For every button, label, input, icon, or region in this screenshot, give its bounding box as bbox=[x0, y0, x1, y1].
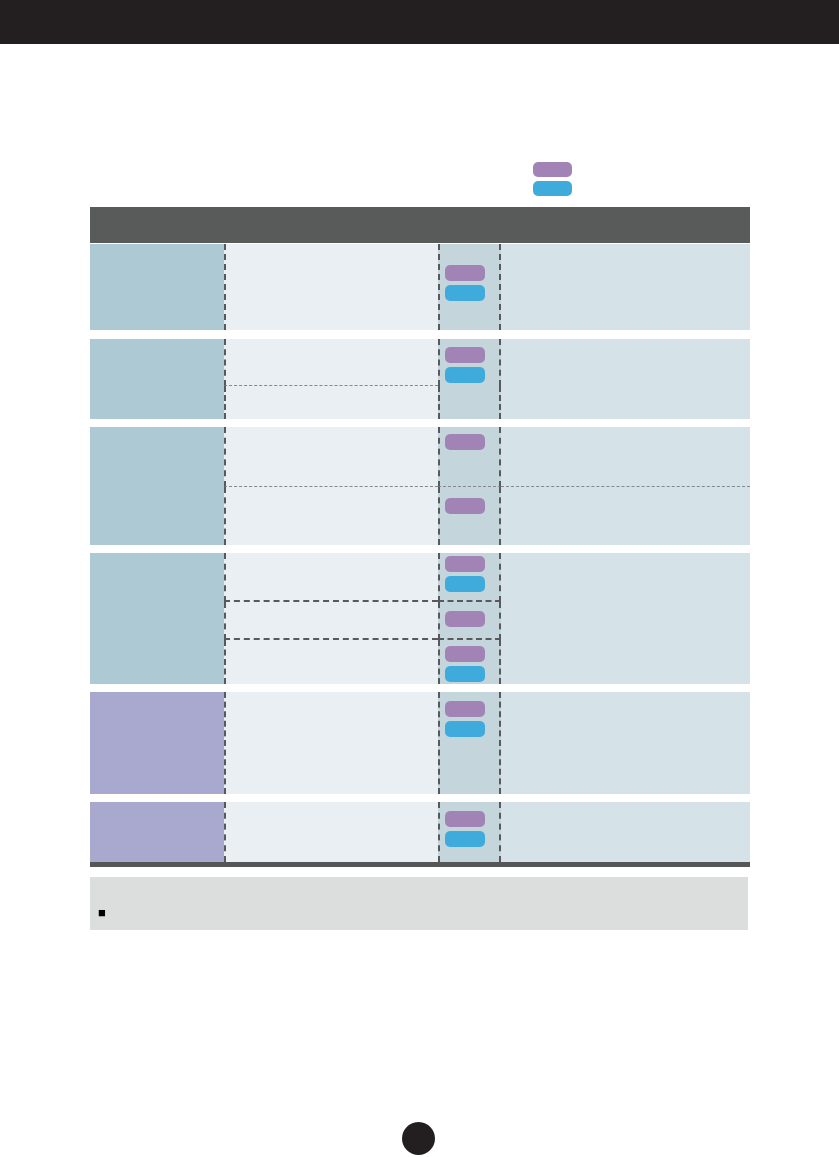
description-cell bbox=[501, 427, 750, 487]
menu-cell bbox=[224, 692, 438, 794]
row-section bbox=[224, 386, 750, 419]
menu-cell bbox=[224, 602, 438, 640]
table-header bbox=[90, 207, 750, 243]
pill-badge-purple-icon bbox=[445, 611, 485, 627]
legend bbox=[533, 162, 572, 196]
row-section bbox=[224, 427, 750, 487]
description-cell bbox=[501, 386, 750, 419]
row-section bbox=[224, 692, 750, 794]
row-section bbox=[224, 802, 750, 862]
badge-cell bbox=[438, 427, 501, 487]
row-sections bbox=[224, 802, 750, 862]
badge-cell bbox=[438, 553, 501, 602]
table-bottom-border bbox=[90, 862, 750, 867]
pill-badge-purple-icon bbox=[445, 646, 485, 662]
table-row bbox=[90, 244, 750, 330]
badge-cell bbox=[438, 487, 501, 545]
pill-badge-blue-icon bbox=[445, 831, 485, 847]
pill-badge-purple-icon bbox=[445, 811, 485, 827]
row-sections bbox=[224, 427, 750, 545]
menu-cell bbox=[224, 386, 438, 419]
row-section bbox=[224, 553, 750, 602]
description-cell bbox=[501, 553, 750, 602]
legend-pill-blue-icon bbox=[533, 181, 572, 196]
description-cell bbox=[501, 640, 750, 684]
row-section bbox=[224, 339, 750, 386]
menu-cell bbox=[224, 339, 438, 386]
menu-cell bbox=[224, 553, 438, 602]
description-cell bbox=[501, 802, 750, 862]
badge-cell bbox=[438, 386, 501, 419]
badge-cell bbox=[438, 692, 501, 794]
pill-badge-purple-icon bbox=[445, 265, 485, 281]
table-row bbox=[90, 692, 750, 794]
pill-badge-purple-icon bbox=[445, 498, 485, 514]
row-section bbox=[224, 640, 750, 684]
pill-badge-purple-icon bbox=[445, 701, 485, 717]
description-cell bbox=[501, 487, 750, 545]
note-box: ■ bbox=[90, 877, 748, 930]
category-cell bbox=[90, 553, 224, 684]
osd-table bbox=[90, 207, 750, 867]
table-row bbox=[90, 427, 750, 545]
menu-cell bbox=[224, 427, 438, 487]
pill-badge-blue-icon bbox=[445, 721, 485, 737]
row-sections bbox=[224, 553, 750, 684]
category-cell bbox=[90, 427, 224, 545]
pill-badge-purple-icon bbox=[445, 434, 485, 450]
menu-cell bbox=[224, 640, 438, 684]
pill-badge-blue-icon bbox=[445, 666, 485, 682]
row-sections bbox=[224, 244, 750, 330]
pill-badge-purple-icon bbox=[445, 347, 485, 363]
row-section bbox=[224, 244, 750, 330]
category-cell bbox=[90, 244, 224, 330]
table-row bbox=[90, 553, 750, 684]
badge-cell bbox=[438, 339, 501, 386]
row-section bbox=[224, 602, 750, 640]
badge-cell bbox=[438, 602, 501, 640]
badge-cell bbox=[438, 244, 501, 330]
category-cell bbox=[90, 692, 224, 794]
badge-cell bbox=[438, 802, 501, 862]
description-cell bbox=[501, 244, 750, 330]
badge-cell bbox=[438, 640, 501, 684]
row-section bbox=[224, 487, 750, 545]
description-cell bbox=[501, 339, 750, 386]
row-sections bbox=[224, 692, 750, 794]
legend-pill-purple-icon bbox=[533, 162, 572, 177]
category-cell bbox=[90, 802, 224, 862]
description-cell bbox=[501, 692, 750, 794]
note-bullet: ■ bbox=[98, 905, 106, 920]
pill-badge-blue-icon bbox=[445, 576, 485, 592]
category-cell bbox=[90, 339, 224, 419]
table-row bbox=[90, 802, 750, 862]
pill-badge-purple-icon bbox=[445, 556, 485, 572]
menu-cell bbox=[224, 802, 438, 862]
top-bar bbox=[0, 0, 839, 44]
pill-badge-blue-icon bbox=[445, 285, 485, 301]
table-row bbox=[90, 339, 750, 419]
page-number-marker bbox=[402, 1122, 435, 1155]
row-sections bbox=[224, 339, 750, 419]
menu-cell bbox=[224, 487, 438, 545]
description-cell bbox=[501, 602, 750, 640]
osd-table-rows bbox=[90, 244, 750, 862]
pill-badge-blue-icon bbox=[445, 367, 485, 383]
menu-cell bbox=[224, 244, 438, 330]
